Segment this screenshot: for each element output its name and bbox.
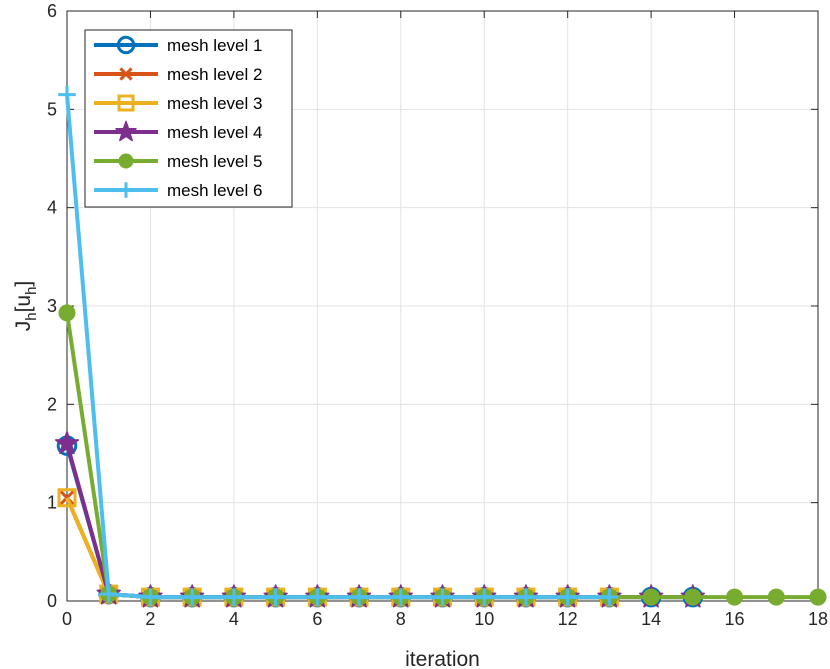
legend-label: mesh level 6 — [167, 181, 262, 200]
data-point — [117, 94, 135, 112]
series-4 — [54, 430, 705, 608]
legend-item: mesh level 2 — [94, 65, 262, 84]
y-axis-label-sub1: h — [23, 312, 40, 320]
x-tick-label: 14 — [641, 609, 661, 629]
data-point — [767, 588, 785, 606]
y-tick-label: 0 — [47, 591, 57, 611]
y-tick-label: 4 — [47, 198, 57, 218]
x-tick-label: 4 — [229, 609, 239, 629]
data-point — [99, 585, 118, 603]
legend-item: mesh level 6 — [94, 181, 262, 200]
series-line — [65, 496, 610, 600]
y-axis-label-end: ] — [12, 281, 35, 287]
data-point — [558, 588, 577, 606]
data-point — [475, 588, 494, 606]
y-axis-label-sub2: h — [23, 287, 40, 295]
data-point — [391, 588, 410, 606]
y-axis-label-mid: [u — [12, 295, 35, 313]
series-line — [65, 312, 818, 600]
data-point — [115, 120, 137, 142]
legend-label: mesh level 2 — [167, 65, 262, 84]
data-point — [58, 304, 76, 322]
data-point — [433, 588, 452, 606]
legend-label: mesh level 5 — [167, 152, 262, 171]
legend: mesh level 1 mesh level 2 mesh level 3 mesh… — [84, 29, 293, 208]
y-tick-label: 2 — [47, 394, 57, 414]
y-axis-label: Jh[uh] — [12, 281, 40, 332]
data-point — [58, 85, 76, 104]
series-line — [65, 445, 693, 600]
legend-box — [84, 29, 293, 208]
data-point — [350, 588, 368, 606]
series-1 — [56, 435, 704, 608]
series-6 — [58, 85, 619, 606]
series-2 — [59, 490, 617, 605]
data-point — [57, 488, 77, 508]
data-point — [517, 588, 535, 606]
y-axis-label-main: J — [12, 321, 35, 332]
data-point — [183, 588, 201, 606]
series-layer — [54, 85, 827, 608]
x-tick-label: 16 — [725, 609, 745, 629]
data-point — [54, 430, 80, 455]
legend-label: mesh level 4 — [167, 123, 262, 142]
data-point — [642, 588, 660, 606]
data-point — [266, 588, 285, 606]
y-tick-label: 5 — [47, 99, 57, 119]
data-point — [119, 67, 133, 81]
data-point — [141, 588, 160, 606]
x-tick-label: 12 — [558, 609, 578, 629]
y-tick-label: 1 — [47, 493, 57, 513]
legend-item: mesh level 3 — [94, 94, 262, 113]
series-5 — [58, 304, 827, 606]
grid — [67, 11, 818, 601]
data-point — [726, 588, 744, 606]
y-tick-label: 3 — [47, 296, 57, 316]
legend-item: mesh level 1 — [94, 35, 262, 55]
legend-label: mesh level 3 — [167, 94, 262, 113]
data-point — [600, 588, 619, 606]
y-tick-label: 6 — [47, 1, 57, 21]
x-tick-label: 8 — [396, 609, 406, 629]
data-point — [118, 182, 134, 198]
legend-item: mesh level 4 — [94, 120, 262, 142]
data-point — [308, 588, 327, 606]
legend-item: mesh level 5 — [94, 152, 262, 171]
data-point — [809, 588, 827, 606]
data-point — [684, 588, 702, 606]
series-3 — [57, 488, 619, 607]
series-line — [65, 496, 610, 600]
data-point — [118, 153, 134, 169]
legend-label: mesh level 1 — [167, 36, 262, 55]
series-line — [65, 443, 693, 600]
data-point — [116, 35, 136, 55]
x-tick-label: 0 — [62, 609, 72, 629]
x-tick-label: 10 — [474, 609, 494, 629]
x-axis-label: iteration — [405, 648, 480, 669]
x-tick-label: 18 — [808, 609, 828, 629]
x-tick-label: 6 — [312, 609, 322, 629]
data-point — [225, 588, 243, 606]
x-tick-label: 2 — [145, 609, 155, 629]
